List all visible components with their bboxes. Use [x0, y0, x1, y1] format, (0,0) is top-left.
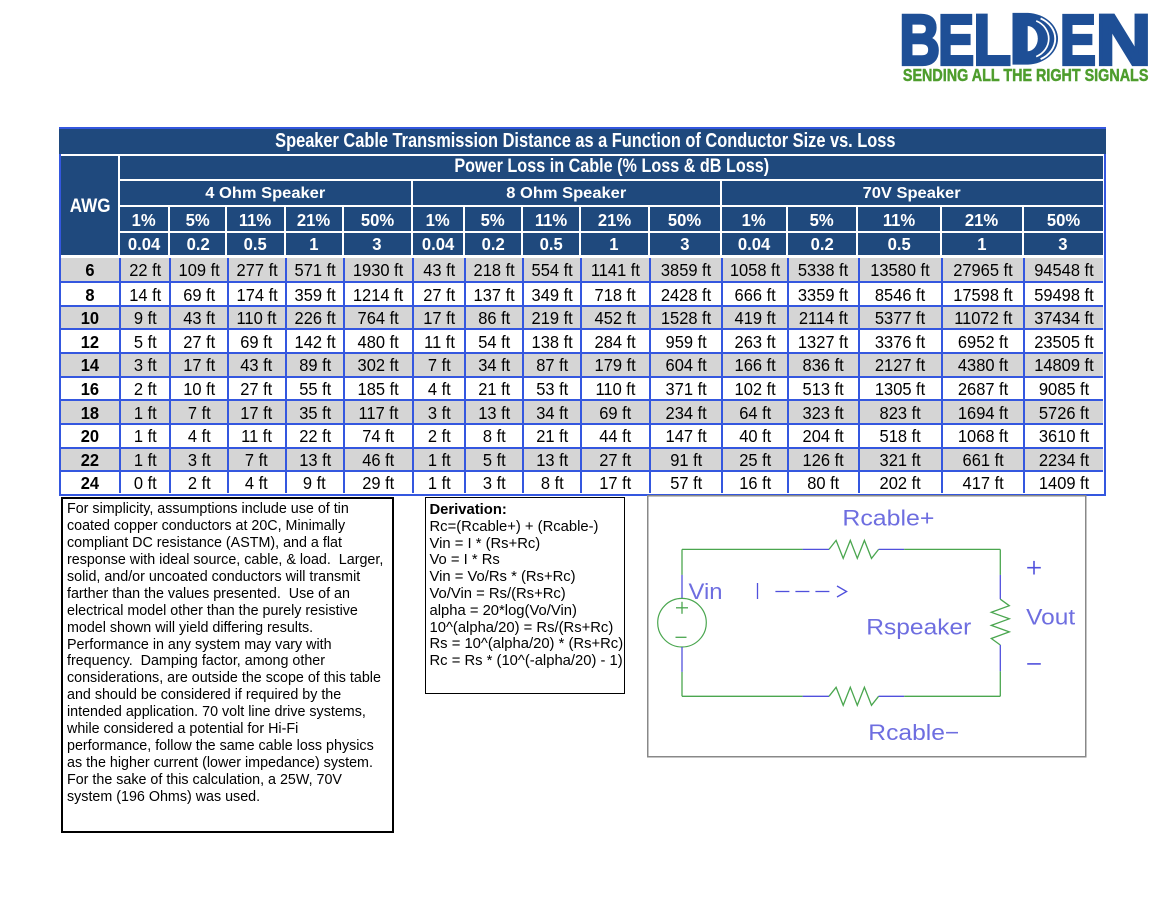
svg-text:B: B [900, 8, 940, 81]
svg-text:N: N [1096, 8, 1152, 81]
svg-text:L: L [973, 8, 1011, 81]
svg-text:Rspeaker: Rspeaker [866, 615, 971, 640]
svg-text:SENDING ALL THE RIGHT SIGNALS: SENDING ALL THE RIGHT SIGNALS [903, 65, 1149, 85]
svg-text:E: E [1060, 8, 1096, 81]
svg-text:Vout: Vout [1026, 605, 1075, 630]
svg-text:Rcable−: Rcable− [868, 720, 959, 745]
svg-text:Rcable+: Rcable+ [842, 505, 934, 530]
svg-text:E: E [938, 8, 974, 81]
svg-text:Vin: Vin [689, 579, 723, 604]
